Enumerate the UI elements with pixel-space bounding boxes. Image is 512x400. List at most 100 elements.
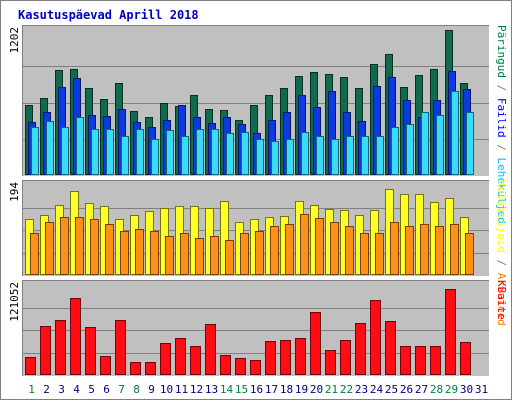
bar-KBaite-19 [295, 338, 306, 375]
bar-Leheküljed-29 [451, 91, 459, 175]
bar-Arvuteid-8 [135, 229, 144, 275]
x-axis-labels: 1 2 3 4 5 6 7 8 9 10 11 12 13 14 15 16 17 18 19 20 21 22 23 24 2… [28, 383, 488, 396]
bar-Leheküljed-15 [241, 132, 249, 175]
x-tick-label: 25 [385, 383, 398, 396]
x-tick-label: 24 [370, 383, 384, 396]
bar-Arvuteid-22 [345, 226, 354, 275]
series-KBaite [25, 289, 471, 375]
panel-legend: KBaite [495, 280, 508, 320]
bar-Arvuteid-23 [360, 233, 369, 275]
x-tick-label: 13 [205, 383, 218, 396]
bar-Arvuteid-2 [45, 222, 54, 275]
chart-title: Kasutuspäevad Aprill 2018 [18, 8, 199, 22]
bar-Arvuteid-6 [105, 224, 114, 275]
bar-KBaite-11 [175, 338, 186, 375]
x-tick-label: 30 [460, 383, 473, 396]
legend-entry: Arvuteid [495, 273, 508, 326]
series-Külastajaid [25, 189, 469, 275]
legend-entry: / [495, 138, 508, 158]
bar-KBaite-27 [415, 346, 426, 375]
bar-Leheküljed-10 [166, 130, 174, 175]
bar-Arvuteid-9 [150, 231, 159, 275]
bar-KBaite-2 [40, 326, 51, 375]
bar-Arvuteid-14 [225, 240, 234, 275]
bar-KBaite-3 [55, 320, 66, 375]
bar-Leheküljed-1 [31, 127, 39, 175]
bar-Arvuteid-24 [375, 233, 384, 275]
bar-KBaite-23 [355, 323, 366, 375]
bar-Leheküljed-24 [376, 136, 384, 175]
panel-middle: 194 Külastajaid / Arvuteid [8, 180, 508, 326]
bar-KBaite-16 [250, 360, 261, 375]
bar-Arvuteid-19 [300, 214, 309, 275]
bar-Leheküljed-26 [406, 124, 414, 175]
bar-KBaite-14 [220, 355, 231, 375]
legend-entry: KBaite [495, 280, 508, 320]
bar-Leheküljed-5 [91, 129, 99, 175]
x-tick-label: 2 [43, 383, 50, 396]
bar-Leheküljed-9 [151, 139, 159, 175]
bar-Arvuteid-10 [165, 236, 174, 275]
bar-Arvuteid-29 [450, 224, 459, 275]
x-tick-label: 20 [310, 383, 323, 396]
bar-Arvuteid-13 [210, 236, 219, 275]
bar-KBaite-12 [190, 346, 201, 375]
bar-Leheküljed-4 [76, 117, 84, 175]
bar-Leheküljed-13 [211, 129, 219, 175]
x-tick-label: 22 [340, 383, 353, 396]
bar-Arvuteid-16 [255, 231, 264, 275]
bar-Leheküljed-30 [466, 112, 474, 175]
bar-Leheküljed-22 [346, 136, 354, 175]
x-tick-label: 31 [475, 383, 488, 396]
bar-Arvuteid-1 [30, 233, 39, 275]
bar-KBaite-9 [145, 362, 156, 375]
bar-Leheküljed-6 [106, 129, 114, 175]
bar-KBaite-17 [265, 341, 276, 375]
bar-KBaite-10 [160, 343, 171, 375]
x-tick-label: 17 [265, 383, 278, 396]
bar-Leheküljed-8 [136, 129, 144, 175]
bar-Arvuteid-21 [330, 222, 339, 275]
bar-KBaite-15 [235, 358, 246, 375]
bar-Arvuteid-18 [285, 224, 294, 275]
bar-KBaite-20 [310, 312, 321, 375]
panel-legend: Külastajaid / Arvuteid [495, 180, 508, 326]
x-tick-label: 29 [445, 383, 458, 396]
panel-legend: Päringud / Failid / Leheküljed [495, 25, 508, 224]
bar-KBaite-18 [280, 340, 291, 375]
x-tick-label: 3 [58, 383, 65, 396]
bar-KBaite-25 [385, 321, 396, 375]
bar-Leheküljed-27 [421, 112, 429, 175]
x-tick-label: 6 [103, 383, 110, 396]
panel-max-label: 194 [8, 182, 21, 202]
legend-entry: Külastajaid [495, 180, 508, 253]
bar-Leheküljed-12 [196, 129, 204, 175]
bar-KBaite-30 [460, 342, 471, 375]
panel-top: 1202 Päringud / Failid / Leheküljed [8, 25, 508, 224]
bar-KBaite-13 [205, 324, 216, 375]
bar-Leheküljed-21 [331, 139, 339, 175]
bar-KBaite-24 [370, 300, 381, 375]
bar-Külastajaid-14 [220, 201, 229, 275]
bar-KBaite-8 [130, 362, 141, 375]
bar-Leheküljed-2 [46, 121, 54, 175]
x-tick-label: 21 [325, 383, 338, 396]
bar-Arvuteid-20 [315, 218, 324, 275]
legend-entry: / [495, 253, 508, 273]
series-Arvuteid [30, 214, 474, 275]
bar-Leheküljed-23 [361, 136, 369, 175]
bar-Leheküljed-17 [271, 141, 279, 175]
x-tick-label: 7 [118, 383, 125, 396]
x-tick-label: 1 [28, 383, 35, 396]
x-tick-label: 19 [295, 383, 308, 396]
x-tick-label: 11 [175, 383, 188, 396]
bar-KBaite-29 [445, 289, 456, 375]
x-tick-label: 15 [235, 383, 248, 396]
bar-KBaite-1 [25, 357, 36, 375]
legend-entry: Leheküljed [495, 157, 508, 223]
bar-Leheküljed-19 [301, 132, 309, 175]
bar-KBaite-26 [400, 346, 411, 375]
series-Leheküljed [31, 91, 474, 175]
bar-Arvuteid-7 [120, 231, 129, 275]
